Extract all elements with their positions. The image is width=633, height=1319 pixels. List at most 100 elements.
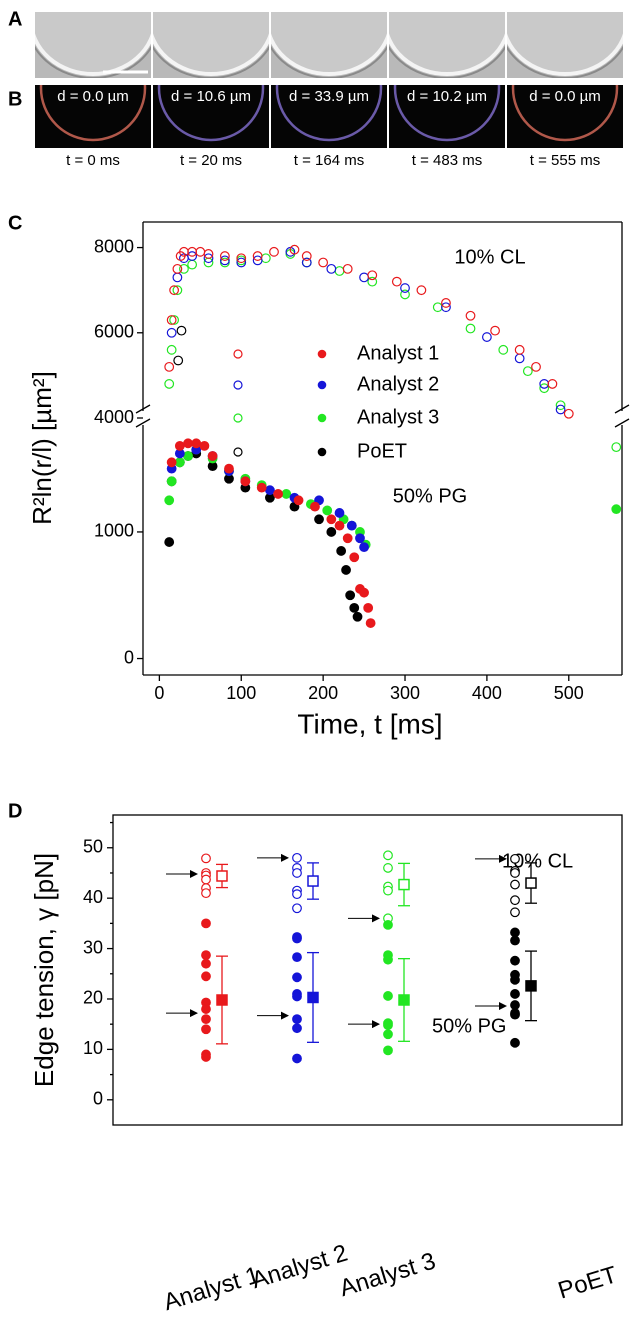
frame-bg [271,85,387,148]
axis-break [135,418,151,428]
open-point [203,249,214,259]
open-point [187,259,198,270]
open-point [172,272,183,283]
open-point [252,255,263,266]
legend-open-marker [233,349,243,359]
mean-filled-square [307,991,319,1004]
frame-bg [35,85,151,148]
filled-point [164,537,175,547]
filled-point [510,974,520,985]
panel-label: C [8,212,22,234]
x-tick-label: Analyst 1 [161,1262,263,1317]
vesicle-edge [511,85,619,142]
filled-point [322,505,333,516]
frame-a [507,12,623,78]
vesicle [271,12,387,76]
filled-point [510,927,520,938]
open-point [292,889,302,900]
filled-point [164,495,175,506]
open-point [510,868,520,878]
filled-point [174,440,185,451]
frame-b [389,85,505,148]
open-point [172,285,183,296]
vesicle [153,12,269,76]
filled-point [292,952,302,963]
x-tick-label: Analyst 3 [337,1248,439,1303]
filled-point [310,501,320,512]
x-tick-label: 200 [308,683,338,703]
legend-label: Analyst 2 [357,373,439,395]
legend-label: Analyst 3 [357,406,439,428]
axis-break [135,404,151,414]
frame-time: t = 483 ms [412,152,482,169]
frame-a [271,12,387,78]
legend-open-marker [233,447,243,457]
open-point [514,353,525,364]
filled-point [326,514,337,525]
vesicle [35,12,151,76]
mean-open-square [307,875,319,887]
open-point [260,253,271,264]
vesicle-edge [393,85,501,142]
filled-point [201,950,211,961]
open-point [176,325,187,336]
y-tick-label: 30 [83,937,103,957]
y-tick-label: 8000 [94,236,134,256]
y-tick-label: 10 [83,1038,103,1058]
filled-point [334,508,345,518]
open-point [555,400,566,411]
open-point [164,379,175,389]
open-point [490,325,500,336]
frame-distance: d = 0.0 µm [529,88,601,105]
filled-point [201,1024,211,1035]
open-point [400,283,410,293]
x-tick-label: PoET [555,1261,621,1304]
open-point [164,361,175,372]
filled-point [346,520,357,531]
mean-filled-square [525,980,537,992]
open-point [179,263,189,274]
frame-bg [153,85,269,148]
filled-point [224,463,234,474]
open-point [547,379,558,389]
open-point [169,285,180,296]
open-point [318,257,329,268]
open-point [169,315,180,325]
open-point [514,344,525,355]
open-point [498,344,509,355]
filled-point [265,485,275,496]
open-point [611,442,622,453]
filled-point [183,451,193,461]
open-point [441,302,451,313]
open-point [334,266,345,276]
vesicle-edge [39,85,147,142]
open-point [342,263,353,274]
open-point [531,361,541,372]
filled-point [292,1023,302,1034]
mean-filled-square [398,994,410,1006]
y-tick-label: 6000 [94,322,134,342]
filled-point [273,489,284,499]
filled-point [292,933,302,944]
x-axis-title: Time, t [ms] [297,708,442,739]
open-point [203,253,214,264]
filled-point [292,972,302,983]
filled-point [349,603,360,613]
open-point [510,907,520,918]
open-point [173,355,184,366]
open-point [522,366,533,377]
frame-distance: d = 10.2 µm [407,88,487,105]
frame-b [153,85,269,148]
filled-point [345,590,356,601]
open-point [510,853,520,864]
filled-point [199,440,210,451]
mean-filled-square [216,994,228,1006]
y-tick-label: 0 [124,647,134,667]
frame-a [153,12,269,78]
filled-point [383,919,393,930]
filled-point [201,971,211,982]
open-point [383,863,393,873]
frame-b [271,85,387,148]
open-point [172,263,183,274]
